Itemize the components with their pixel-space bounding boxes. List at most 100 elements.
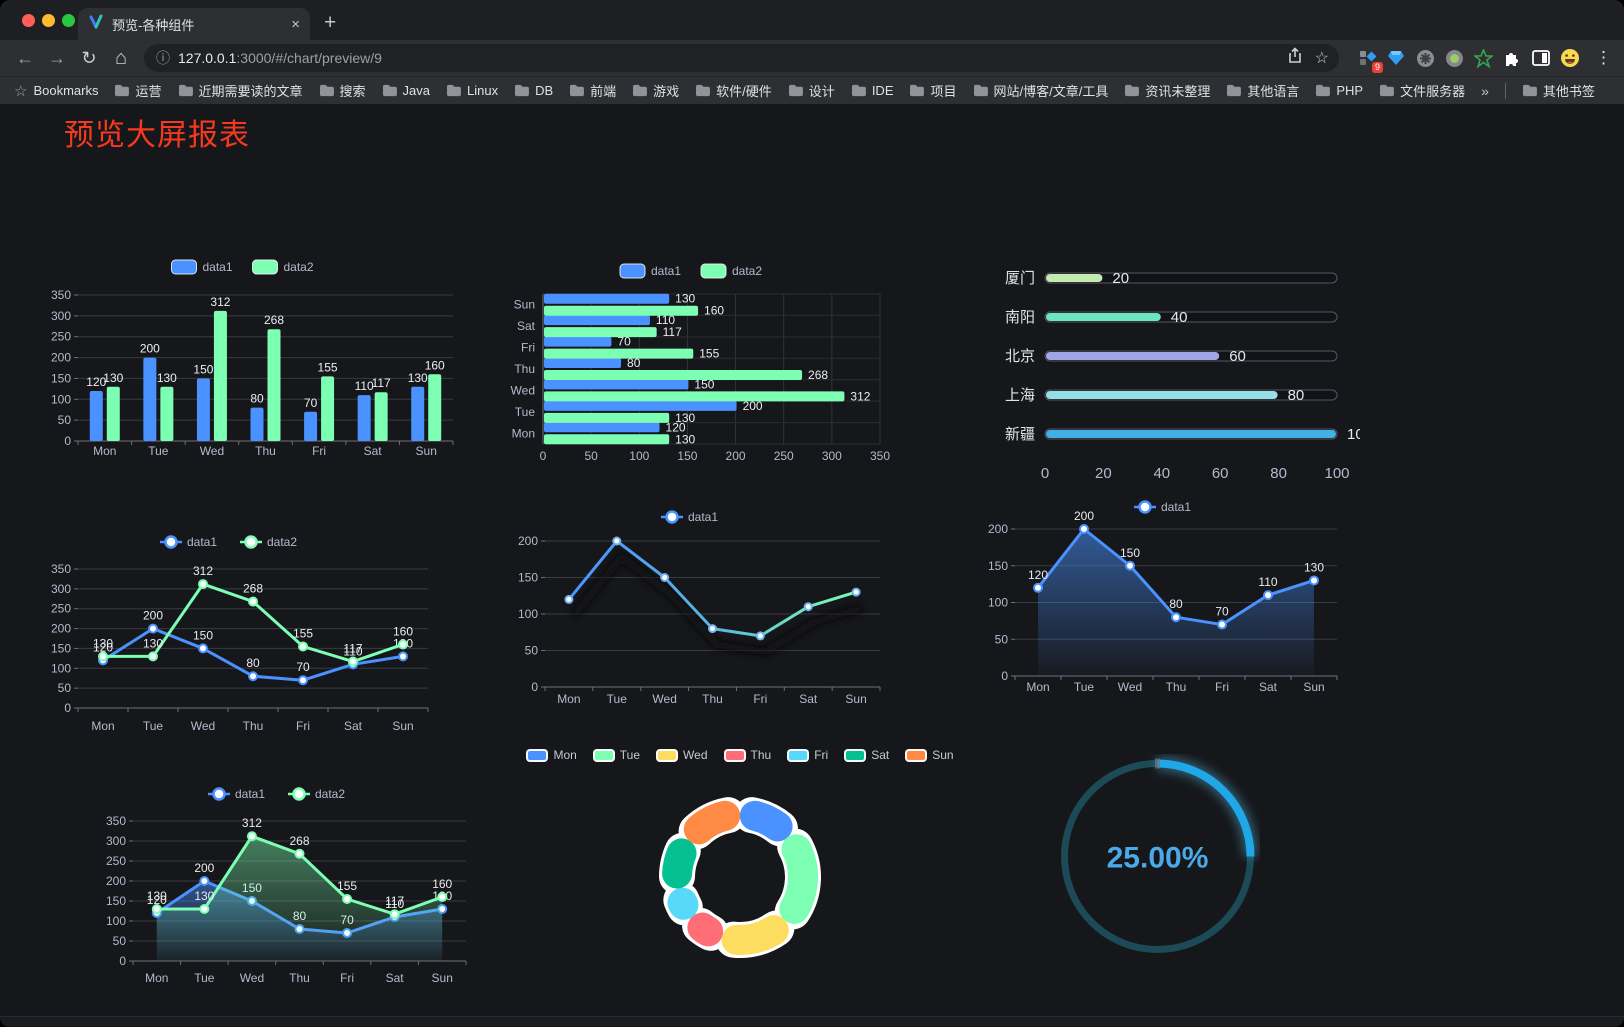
svg-text:0: 0 bbox=[1001, 669, 1008, 683]
pie-legend-item[interactable]: Sun bbox=[905, 748, 954, 762]
bookmarks-list: 运营 近期需要读的文章 搜索 Java Linux DB 前端 游戏 软件/硬件 设计 IDE 项目 网… bbox=[114, 81, 1465, 100]
pie-legend-item[interactable]: Fri bbox=[787, 748, 828, 762]
svg-text:250: 250 bbox=[106, 854, 126, 868]
bookmark-item[interactable]: 资讯未整理 bbox=[1124, 81, 1210, 100]
bookmark-item[interactable]: 网站/博客/文章/工具 bbox=[973, 81, 1108, 100]
browser-tab[interactable]: 预览-各种组件 × bbox=[78, 8, 310, 40]
svg-text:南阳: 南阳 bbox=[1005, 309, 1035, 326]
back-icon[interactable]: ← bbox=[16, 47, 34, 68]
new-tab-button[interactable]: + bbox=[324, 11, 337, 34]
pie-legend-item[interactable]: Thu bbox=[723, 748, 771, 762]
extension-grid-icon[interactable]: 9 bbox=[1357, 48, 1383, 73]
extension-dark-circle-icon[interactable] bbox=[1415, 48, 1435, 68]
pie-legend-item[interactable]: Tue bbox=[592, 748, 640, 762]
share-icon[interactable] bbox=[1287, 47, 1303, 69]
svg-text:50: 50 bbox=[525, 644, 539, 658]
svg-text:100: 100 bbox=[629, 449, 649, 463]
extension-green-dot-icon[interactable] bbox=[1444, 48, 1464, 68]
bookmark-label: DB bbox=[535, 83, 554, 98]
bookmark-item[interactable]: 前端 bbox=[569, 81, 616, 100]
svg-text:117: 117 bbox=[385, 894, 404, 908]
bookmark-item[interactable]: 近期需要读的文章 bbox=[178, 81, 303, 100]
window-minimize-button[interactable] bbox=[42, 14, 55, 27]
svg-text:130: 130 bbox=[1304, 560, 1324, 574]
browser-menu-icon[interactable]: ⋮ bbox=[1595, 48, 1612, 67]
bookmark-label: 设计 bbox=[808, 84, 835, 99]
bookmarks-label: Bookmarks bbox=[33, 83, 99, 98]
svg-text:130: 130 bbox=[143, 636, 163, 650]
folder-icon bbox=[851, 84, 866, 97]
bookmark-item[interactable]: 设计 bbox=[788, 81, 835, 100]
svg-text:130: 130 bbox=[103, 371, 123, 385]
site-info-icon[interactable]: ⓘ bbox=[156, 50, 170, 66]
bookmark-item[interactable]: IDE bbox=[851, 83, 893, 98]
tab-title: 预览-各种组件 bbox=[112, 17, 195, 33]
bookmark-item[interactable]: Java bbox=[382, 83, 430, 98]
svg-text:80: 80 bbox=[1270, 465, 1287, 482]
svg-text:Sun: Sun bbox=[1303, 680, 1324, 694]
bookmark-item[interactable]: PHP bbox=[1315, 83, 1363, 98]
svg-text:data1: data1 bbox=[235, 787, 265, 801]
svg-text:70: 70 bbox=[1215, 605, 1229, 619]
pie-legend-item[interactable]: Wed bbox=[656, 748, 708, 762]
bookmark-item[interactable]: 其他语言 bbox=[1226, 81, 1299, 100]
svg-text:200: 200 bbox=[518, 534, 538, 548]
svg-text:Tue: Tue bbox=[515, 405, 536, 419]
bookmark-label: 文件服务器 bbox=[1400, 84, 1466, 99]
pie-legend-item[interactable]: Sat bbox=[844, 748, 889, 762]
svg-text:80: 80 bbox=[1169, 597, 1183, 611]
bookmark-item[interactable]: 游戏 bbox=[632, 81, 679, 100]
home-icon[interactable]: ⌂ bbox=[114, 46, 128, 69]
window-close-button[interactable] bbox=[22, 14, 35, 27]
svg-text:Wed: Wed bbox=[240, 971, 264, 985]
folder-icon bbox=[515, 84, 530, 97]
svg-text:130: 130 bbox=[675, 292, 695, 306]
bookmark-item[interactable]: 运营 bbox=[114, 81, 162, 100]
tab-close-icon[interactable]: × bbox=[291, 15, 300, 33]
bookmark-item[interactable]: 搜索 bbox=[319, 81, 366, 100]
bookmark-star-icon[interactable]: ☆ bbox=[1314, 50, 1329, 67]
side-panel-icon[interactable] bbox=[1531, 48, 1551, 68]
other-bookmarks[interactable]: 其他书签 bbox=[1522, 81, 1595, 100]
extension-gem-icon[interactable] bbox=[1386, 48, 1406, 68]
forward-icon[interactable]: → bbox=[48, 47, 66, 68]
bookmark-label: 游戏 bbox=[653, 84, 680, 99]
svg-text:50: 50 bbox=[995, 632, 1009, 646]
svg-text:0: 0 bbox=[119, 954, 126, 968]
legend-swatch bbox=[526, 748, 549, 762]
svg-text:Sat: Sat bbox=[1259, 680, 1278, 694]
bookmarks-star-icon: ☆ bbox=[14, 82, 28, 100]
bookmark-item[interactable]: 软件/硬件 bbox=[695, 81, 772, 100]
address-bar[interactable]: ⓘ 127.0.0.1:3000/#/chart/preview/9 ☆ bbox=[144, 44, 1339, 72]
svg-text:100: 100 bbox=[518, 607, 538, 621]
bookmark-item[interactable]: 文件服务器 bbox=[1379, 81, 1465, 100]
bookmarks-overflow-chevron[interactable]: » bbox=[1481, 82, 1489, 99]
extensions-puzzle-icon[interactable] bbox=[1502, 48, 1522, 68]
svg-text:268: 268 bbox=[264, 313, 284, 327]
legend-swatch bbox=[723, 748, 746, 762]
folder-icon bbox=[910, 84, 925, 97]
extension-green-star-icon[interactable] bbox=[1473, 48, 1493, 68]
reload-icon[interactable]: ↻ bbox=[81, 47, 97, 68]
svg-text:80: 80 bbox=[627, 356, 641, 370]
bookmark-item[interactable]: 项目 bbox=[909, 81, 957, 100]
url-text[interactable]: 127.0.0.1:3000/#/chart/preview/9 bbox=[178, 50, 1279, 66]
svg-text:Mon: Mon bbox=[512, 426, 535, 440]
bookmarks-root[interactable]: ☆ Bookmarks bbox=[14, 82, 98, 100]
svg-text:data1: data1 bbox=[203, 260, 233, 274]
emoji-extension-icon[interactable] bbox=[1560, 48, 1580, 68]
svg-text:Sat: Sat bbox=[799, 692, 818, 706]
svg-text:50: 50 bbox=[58, 681, 72, 695]
svg-text:Tue: Tue bbox=[607, 692, 628, 706]
svg-text:Sat: Sat bbox=[344, 719, 363, 733]
legend-label: Fri bbox=[814, 748, 829, 762]
bookmark-label: 软件/硬件 bbox=[716, 84, 772, 99]
bookmark-item[interactable]: DB bbox=[514, 83, 553, 98]
bookmark-item[interactable]: Linux bbox=[446, 83, 498, 98]
svg-text:150: 150 bbox=[518, 571, 538, 585]
pie-legend-item[interactable]: Mon bbox=[526, 748, 577, 762]
bookmark-label: 搜索 bbox=[339, 84, 366, 99]
window-zoom-button[interactable] bbox=[62, 14, 75, 27]
svg-text:Fri: Fri bbox=[340, 971, 354, 985]
bookmark-label: Linux bbox=[467, 83, 499, 98]
